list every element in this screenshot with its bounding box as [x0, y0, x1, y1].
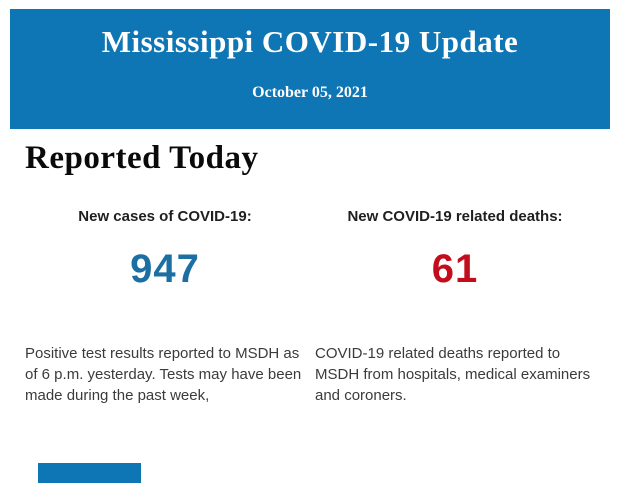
header-banner: Mississippi COVID-19 Update October 05, …: [10, 9, 610, 129]
new-deaths-description: COVID-19 related deaths reported to MSDH…: [315, 345, 591, 404]
stats-grid: New cases of COVID-19: New COVID-19 rela…: [25, 208, 595, 406]
report-date: October 05, 2021: [252, 84, 368, 101]
page-title: Mississippi COVID-19 Update: [101, 24, 519, 59]
new-cases-value: 947: [130, 247, 200, 291]
new-deaths-value: 61: [431, 247, 479, 291]
new-cases-description: Positive test results reported to MSDH a…: [25, 345, 302, 404]
section-heading: Reported Today: [25, 140, 259, 176]
new-deaths-label: New COVID-19 related deaths:: [347, 208, 563, 225]
next-section-partial-block: [38, 463, 141, 483]
new-cases-label: New cases of COVID-19:: [78, 208, 252, 225]
